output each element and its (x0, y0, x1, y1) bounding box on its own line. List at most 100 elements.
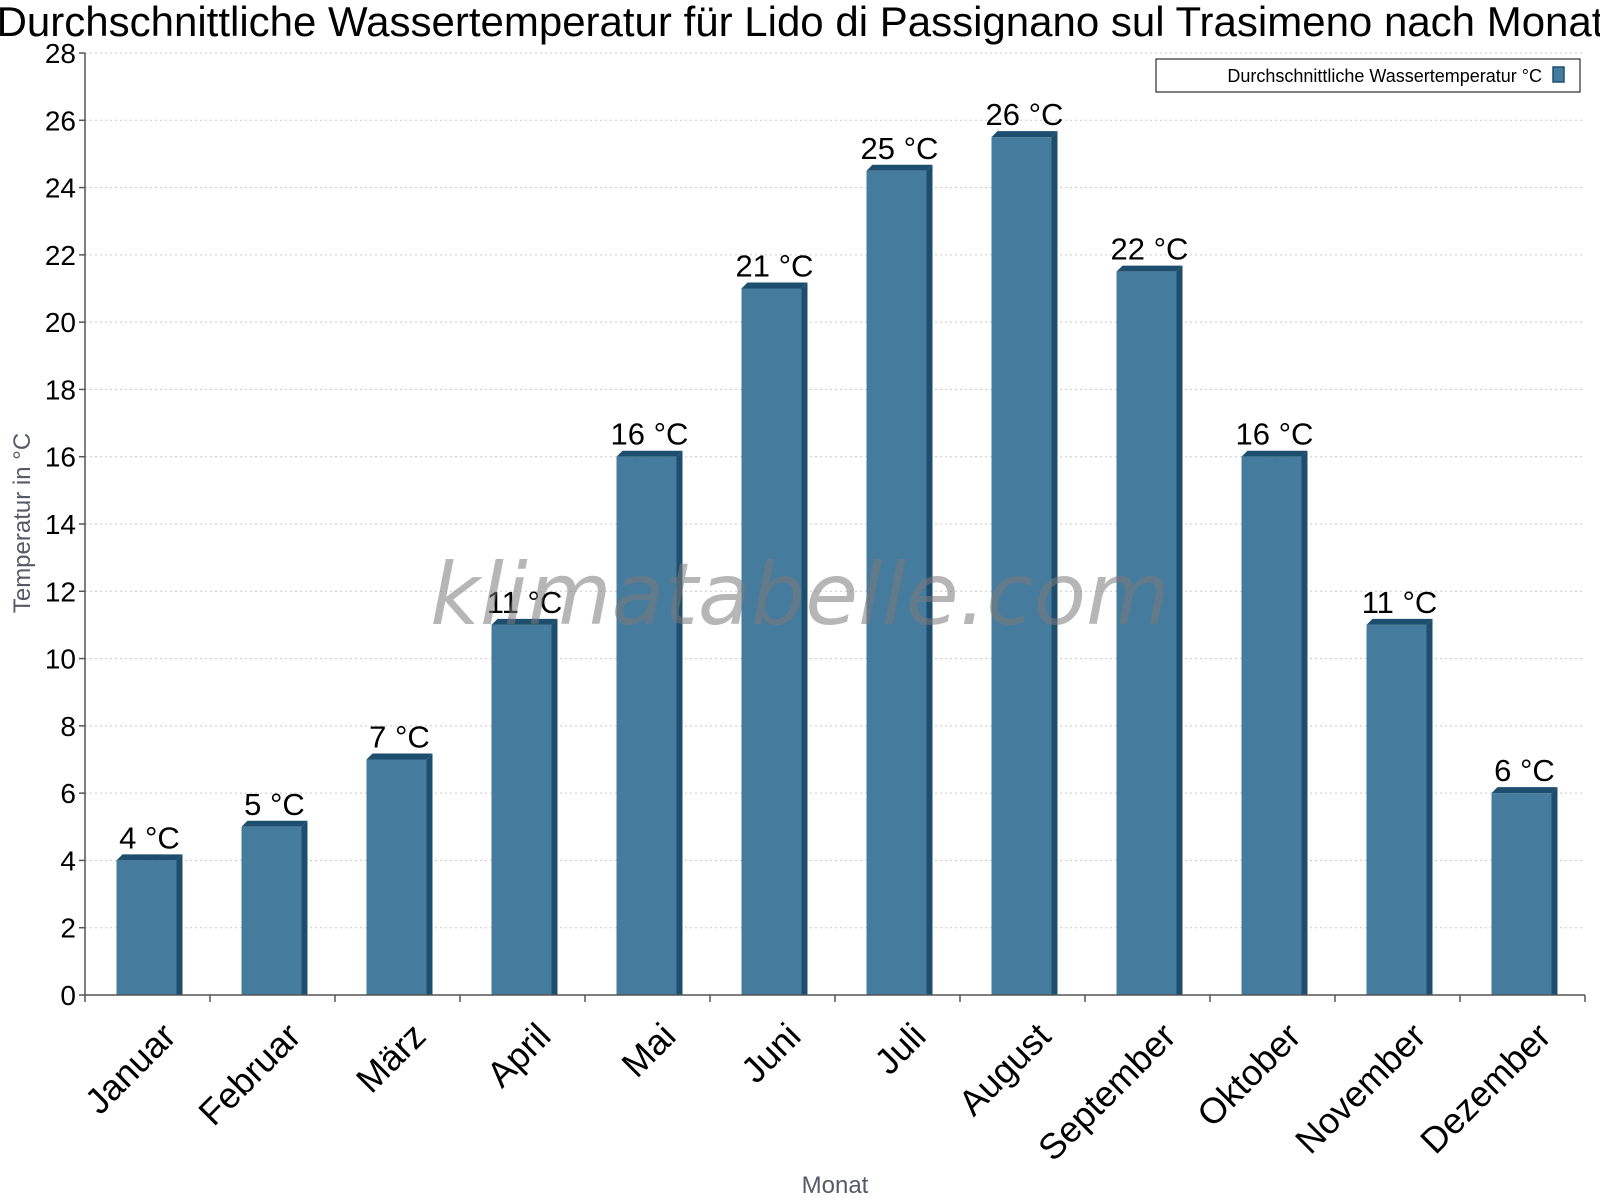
x-axis-label: Monat (802, 1172, 869, 1199)
bar-top (1241, 450, 1308, 457)
y-tick-label: 20 (45, 307, 76, 338)
watermark: klimatabelle.com (430, 545, 1170, 645)
x-tick-label: Mai (613, 1015, 683, 1085)
bar-top (491, 618, 558, 625)
bar-top (991, 131, 1058, 138)
x-tick-label: April (479, 1015, 559, 1095)
bar-side (926, 164, 933, 995)
bar (366, 759, 427, 995)
bar-top (366, 753, 433, 760)
bar-top (1366, 618, 1433, 625)
bar-side (1301, 450, 1308, 995)
y-tick-label: 2 (60, 913, 76, 944)
bar (116, 860, 177, 995)
x-tick-label: März (348, 1015, 434, 1101)
bar-oktober (1241, 450, 1308, 995)
bar-august (991, 131, 1058, 995)
data-label: 26 °C (986, 97, 1064, 132)
bar (1491, 793, 1552, 995)
bar-top (1491, 787, 1558, 794)
grid-lines (85, 52, 1585, 929)
bar-juli (866, 164, 933, 995)
y-tick-label: 22 (45, 240, 76, 271)
bar (1241, 456, 1302, 995)
x-tick-label: Oktober (1189, 1015, 1309, 1135)
chart-title: Durchschnittliche Wassertemperatur für L… (0, 0, 1600, 45)
bar-dezember (1491, 787, 1558, 995)
bar-top (241, 820, 308, 827)
data-label: 22 °C (1111, 232, 1189, 267)
bar (991, 137, 1052, 995)
bar (741, 288, 802, 995)
bar-mai (616, 450, 683, 995)
bar (241, 826, 302, 995)
y-tick-label: 12 (45, 576, 76, 607)
y-tick-label: 16 (45, 442, 76, 473)
bar-side (1426, 618, 1433, 995)
legend-swatch (1552, 66, 1565, 83)
y-tick-label: 14 (45, 509, 76, 540)
y-tick-label: 18 (45, 374, 76, 405)
bar-side (676, 450, 683, 995)
x-tick-label: Juli (866, 1015, 933, 1082)
bar-februar (241, 820, 308, 995)
data-label: 6 °C (1494, 753, 1555, 788)
x-tick-label: September (1030, 1015, 1184, 1169)
data-label: 4 °C (119, 820, 180, 855)
bar-top (116, 854, 183, 861)
bar-top (866, 164, 933, 171)
bar (616, 456, 677, 995)
x-tick-label: November (1287, 1015, 1433, 1161)
y-tick-label: 28 (45, 38, 76, 69)
legend-label: Durchschnittliche Wassertemperatur °C (1227, 66, 1542, 86)
y-tick-label: 6 (60, 778, 76, 809)
y-tick-label: 26 (45, 105, 76, 136)
data-label: 5 °C (244, 787, 305, 822)
bar-side (801, 282, 808, 995)
data-label: 11 °C (487, 585, 563, 620)
bar-april (491, 618, 558, 995)
bar-januar (116, 854, 183, 995)
data-label: 16 °C (1236, 417, 1314, 452)
bar-top (1116, 265, 1183, 272)
data-label: 16 °C (611, 417, 689, 452)
bar (1116, 271, 1177, 995)
x-tick-labels: Januar Februar März April Mai Juni Juli AugustS… (77, 1015, 1559, 1169)
bar-side (176, 854, 183, 995)
bar-side (426, 753, 433, 995)
bar-side (301, 820, 308, 995)
data-label: 21 °C (736, 249, 814, 284)
bar-side (1176, 265, 1183, 995)
y-axis-label: Temperatur in °C (9, 433, 36, 613)
y-tick-label: 4 (60, 845, 76, 876)
bar-juni (741, 282, 808, 995)
bar-märz (366, 753, 433, 995)
data-label: 11 °C (1362, 585, 1438, 620)
data-labels: 4 °C 5 °C 7 °C 11 °C 16 °C 21 °C 25 °C 26 °C 22 … (119, 97, 1555, 855)
bar-september (1116, 265, 1183, 995)
legend: Durchschnittliche Wassertemperatur °C (1155, 58, 1581, 93)
y-tick-label: 24 (45, 173, 76, 204)
bars (116, 131, 1558, 995)
bar-top (616, 450, 683, 457)
y-tick-label: 10 (45, 644, 76, 675)
bar-top (741, 282, 808, 289)
bar (1366, 624, 1427, 995)
data-label: 7 °C (369, 720, 430, 755)
bar-side (551, 618, 558, 995)
x-tick-label: August (950, 1015, 1058, 1123)
x-tick-label: Dezember (1412, 1015, 1558, 1161)
x-tick-label: Juni (733, 1015, 809, 1091)
data-label: 25 °C (861, 131, 939, 166)
x-tick-label: Februar (190, 1015, 308, 1133)
legend-box (1155, 58, 1581, 93)
bar-side (1551, 787, 1558, 995)
bar (491, 624, 552, 995)
x-tick-label: Januar (77, 1015, 184, 1122)
bar-side (1051, 131, 1058, 995)
y-tick-label: 8 (60, 711, 76, 742)
bar (866, 170, 927, 995)
bar-november (1366, 618, 1433, 995)
